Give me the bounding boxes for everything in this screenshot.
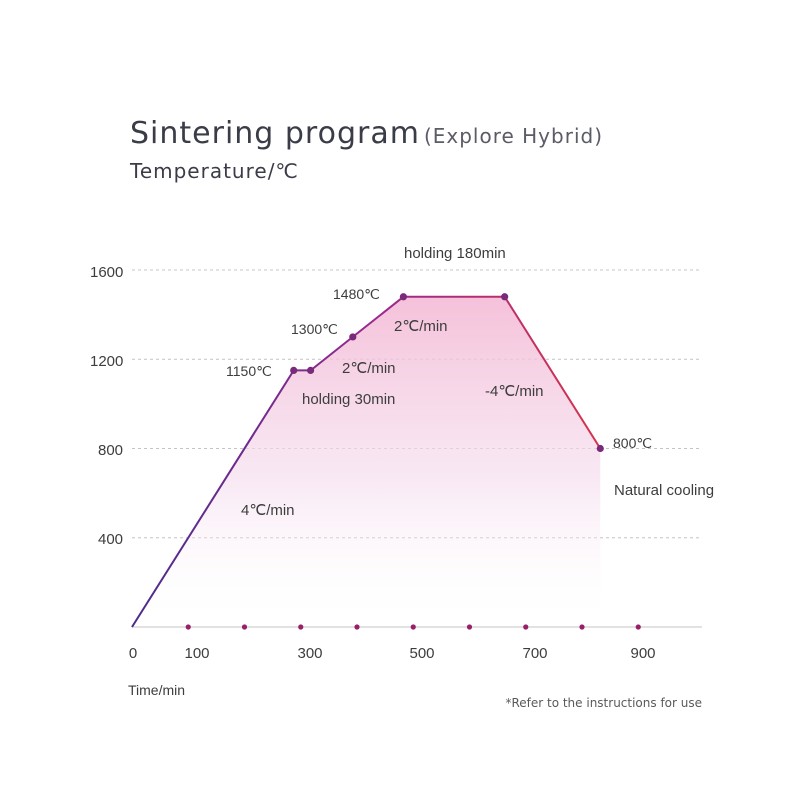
y-axis-title: Temperature/℃ <box>129 159 299 183</box>
segment-label-holding-180: holding 180min <box>404 245 506 262</box>
profile-points <box>290 293 604 453</box>
data-point-800c-6 <box>596 444 604 453</box>
y-tick-label-1200: 1200 <box>90 353 123 370</box>
x-tick-dot-500 <box>410 624 416 630</box>
segment-label-cool-4: -4℃/min <box>485 383 544 400</box>
x-tick-dot-100 <box>185 624 191 630</box>
chart-title-main: Sintering program <box>130 116 420 151</box>
segment-label-ramp-2a: 2℃/min <box>342 360 396 377</box>
x-tick-dot-300 <box>298 624 304 630</box>
x-tick-label-100: 100 <box>184 645 209 662</box>
footnote: *Refer to the instructions for use <box>505 696 702 710</box>
data-point-1150c-1 <box>290 366 298 375</box>
x-tick-dot-900 <box>635 624 641 630</box>
x-tick-dot-700 <box>523 624 529 630</box>
x-tick-label-300: 300 <box>297 645 322 662</box>
x-tick-dot-600 <box>466 624 473 630</box>
x-tick-dot-200 <box>241 624 248 630</box>
y-tick-label-1600: 1600 <box>90 264 123 281</box>
x-tick-label-900: 900 <box>630 645 655 662</box>
x-tick-label-700: 700 <box>522 645 547 662</box>
x-axis-title: Time/min <box>128 682 185 698</box>
data-point-1480c-5 <box>501 293 509 301</box>
point-label-1150: 1150℃ <box>226 363 272 379</box>
chart-title: Sintering program (Explore Hybrid) <box>130 116 603 151</box>
segment-label-ramp-4: 4℃/min <box>241 502 295 519</box>
point-label-1300: 1300℃ <box>291 321 338 337</box>
x-tick-dot-800 <box>579 624 585 630</box>
segment-label-holding-30: holding 30min <box>302 391 395 408</box>
y-tick-label-800: 800 <box>98 442 123 459</box>
chart-title-suffix: (Explore Hybrid) <box>424 124 603 148</box>
x-tick-label-0: 0 <box>129 645 137 662</box>
point-label-1480: 1480℃ <box>333 286 380 302</box>
y-tick-label-400: 400 <box>98 531 123 548</box>
x-tick-dot-400 <box>354 624 360 630</box>
point-label-800: 800℃ <box>613 435 652 451</box>
x-tick-label-500: 500 <box>409 645 434 662</box>
x-axis-dot-ticks <box>185 624 641 630</box>
area-under-curve <box>132 296 601 627</box>
segment-label-natural-cooling: Natural cooling <box>614 482 714 499</box>
data-point-1300c-3 <box>349 333 357 341</box>
data-point-1150c-2 <box>306 366 315 375</box>
segment-label-ramp-2b: 2℃/min <box>394 318 448 335</box>
data-point-1480c-4 <box>399 293 408 301</box>
